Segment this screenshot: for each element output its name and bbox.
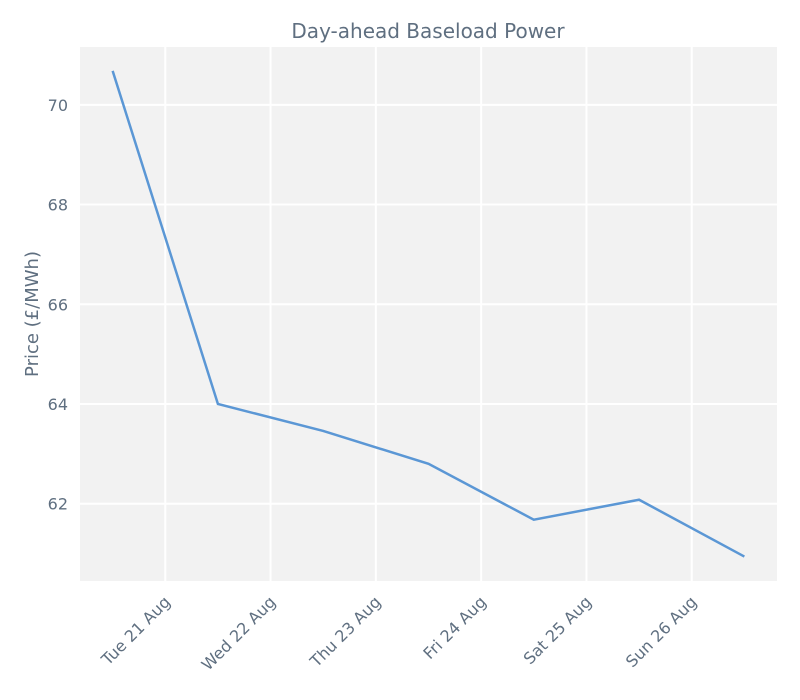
x-tick-label: Fri 24 Aug <box>419 592 490 663</box>
x-tick-label: Sat 25 Aug <box>520 592 596 668</box>
chart-title: Day-ahead Baseload Power <box>291 19 565 43</box>
x-tick-label: Tue 21 Aug <box>97 592 174 669</box>
y-tick-label: 64 <box>48 395 68 414</box>
x-tick-label: Wed 22 Aug <box>198 592 280 674</box>
line <box>111 70 745 558</box>
plot-area <box>80 47 777 581</box>
y-tick-label: 68 <box>48 196 68 215</box>
y-tick-label: 70 <box>48 96 68 115</box>
x-tick-label: Sun 26 Aug <box>622 592 701 671</box>
y-axis-label: Price (£/MWh) <box>22 251 43 377</box>
x-tick-label: Thu 23 Aug <box>306 592 385 671</box>
y-tick-label: 66 <box>48 295 68 314</box>
y-tick-label: 62 <box>48 495 68 514</box>
